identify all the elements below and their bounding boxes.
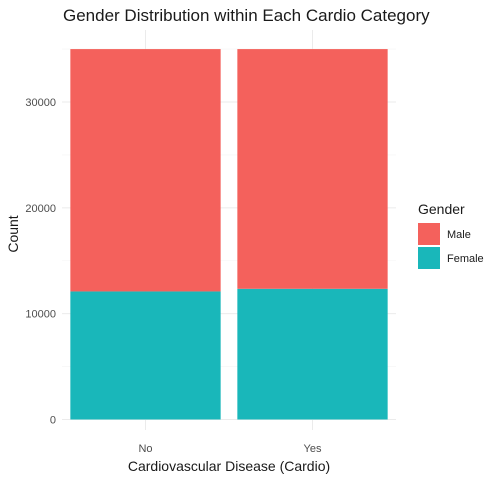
bar-male-no [70, 49, 221, 292]
y-axis-ticks: 0 10000 20000 30000 [25, 97, 56, 427]
bar-female-no [70, 291, 221, 420]
legend-label-female: Female [447, 253, 484, 265]
legend-title: Gender [418, 201, 465, 217]
y-tick-label: 30000 [25, 97, 56, 109]
x-axis-title: Cardiovascular Disease (Cardio) [128, 458, 330, 474]
legend-key-male [418, 223, 440, 245]
chart-title: Gender Distribution within Each Cardio C… [63, 6, 430, 25]
y-tick-label: 0 [50, 415, 56, 427]
bar-male-yes [237, 49, 388, 289]
x-tick-label: Yes [304, 443, 322, 455]
legend-label-male: Male [447, 229, 471, 241]
x-tick-label: No [138, 443, 152, 455]
bar-female-yes [237, 288, 388, 420]
y-tick-label: 20000 [25, 203, 56, 215]
x-axis-ticks: No Yes [138, 443, 321, 455]
legend-key-female [418, 247, 440, 269]
legend: Gender Male Female [418, 201, 484, 269]
y-tick-label: 10000 [25, 309, 56, 321]
bars [70, 49, 388, 420]
y-axis-title: Count [5, 215, 21, 252]
